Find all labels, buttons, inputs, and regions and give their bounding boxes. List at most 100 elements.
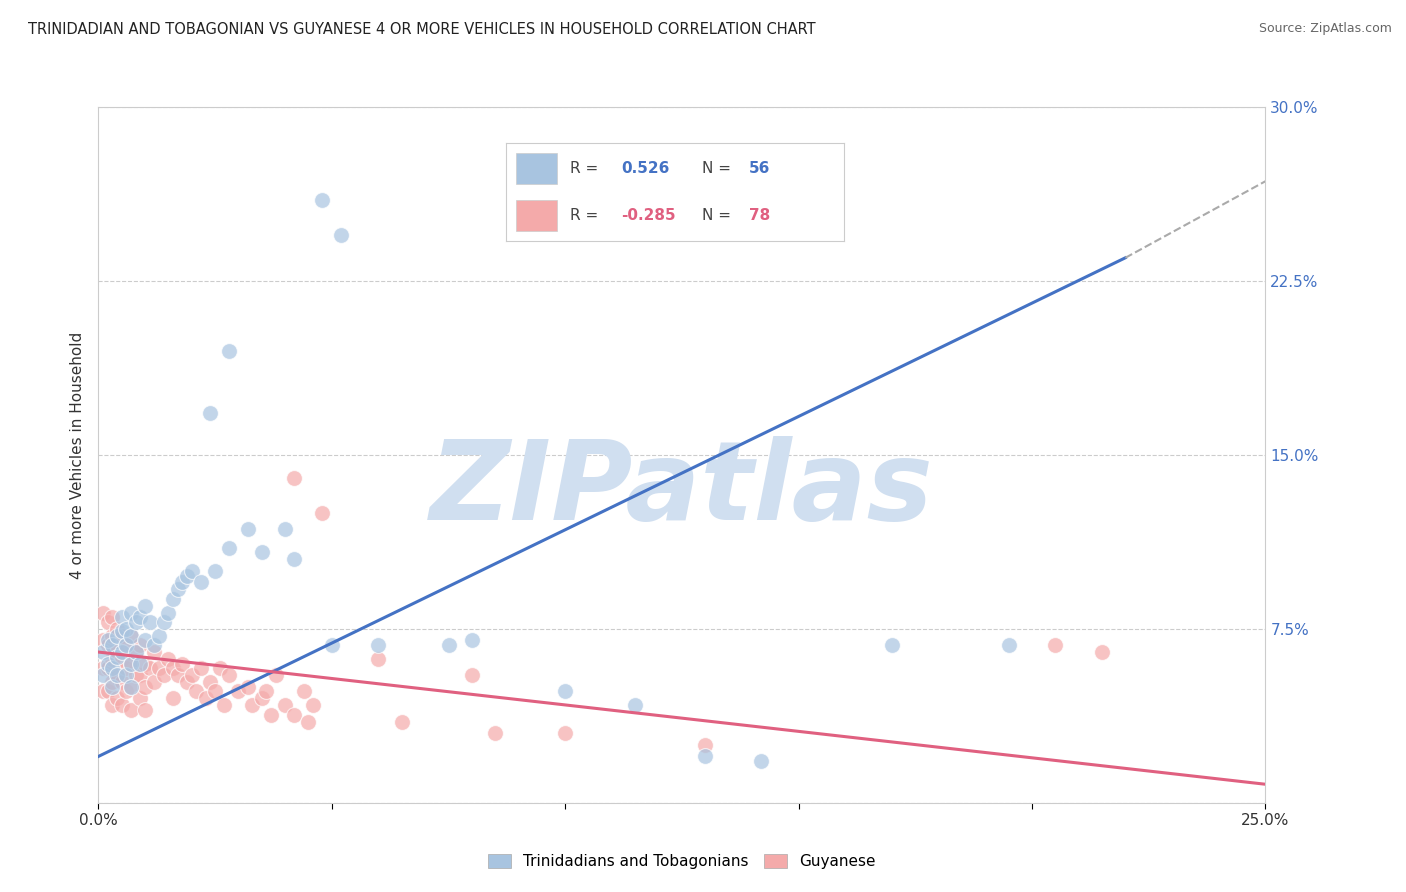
Point	[695, 738, 717, 752]
Text: N =: N =	[702, 161, 735, 176]
Point	[143, 638, 166, 652]
Point	[152, 615, 174, 629]
Point	[111, 675, 134, 690]
Point	[111, 629, 134, 643]
Point	[134, 680, 156, 694]
Point	[97, 615, 120, 629]
Point	[162, 591, 184, 606]
Text: R =: R =	[571, 208, 603, 223]
Point	[218, 668, 240, 682]
Point	[111, 624, 134, 639]
Point	[749, 754, 772, 768]
Point	[134, 657, 156, 671]
Point	[134, 633, 156, 648]
Point	[125, 668, 148, 682]
Point	[134, 599, 156, 613]
Text: ZIPatlas: ZIPatlas	[430, 436, 934, 543]
Point	[101, 638, 124, 652]
Point	[297, 714, 319, 729]
Point	[111, 652, 134, 666]
Point	[120, 657, 142, 671]
Point	[115, 638, 138, 652]
Point	[143, 675, 166, 690]
Point	[105, 691, 128, 706]
Point	[302, 698, 325, 713]
Point	[176, 568, 198, 582]
Point	[236, 522, 259, 536]
Point	[91, 606, 114, 620]
Point	[162, 691, 184, 706]
Point	[218, 343, 240, 358]
Point	[554, 684, 576, 698]
Text: 0.526: 0.526	[621, 161, 669, 176]
Point	[997, 638, 1019, 652]
Point	[101, 675, 124, 690]
Point	[129, 638, 152, 652]
Point	[166, 582, 188, 597]
Point	[880, 638, 903, 652]
Point	[157, 652, 180, 666]
Point	[91, 684, 114, 698]
FancyBboxPatch shape	[516, 200, 557, 231]
Point	[461, 668, 484, 682]
Point	[236, 680, 259, 694]
Point	[311, 506, 333, 520]
Point	[120, 629, 142, 643]
FancyBboxPatch shape	[516, 153, 557, 184]
Point	[125, 645, 148, 659]
Point	[260, 707, 283, 722]
Point	[283, 471, 305, 485]
Point	[101, 661, 124, 675]
Point	[97, 661, 120, 675]
Point	[105, 645, 128, 659]
Point	[204, 564, 226, 578]
Point	[321, 638, 343, 652]
Point	[1091, 645, 1114, 659]
Point	[190, 661, 212, 675]
Legend: Trinidadians and Tobagonians, Guyanese: Trinidadians and Tobagonians, Guyanese	[482, 848, 882, 875]
Point	[105, 629, 128, 643]
Point	[218, 541, 240, 555]
Point	[484, 726, 506, 740]
Point	[214, 698, 236, 713]
Point	[200, 675, 222, 690]
Point	[157, 606, 180, 620]
Point	[250, 545, 273, 559]
Point	[120, 680, 142, 694]
Point	[256, 684, 278, 698]
Point	[129, 668, 152, 682]
Point	[120, 657, 142, 671]
Point	[162, 661, 184, 675]
Text: 56: 56	[749, 161, 770, 176]
Point	[105, 649, 128, 664]
Point	[391, 714, 413, 729]
Point	[292, 684, 315, 698]
Point	[148, 629, 170, 643]
Text: TRINIDADIAN AND TOBAGONIAN VS GUYANESE 4 OR MORE VEHICLES IN HOUSEHOLD CORRELATI: TRINIDADIAN AND TOBAGONIAN VS GUYANESE 4…	[28, 22, 815, 37]
Point	[91, 645, 114, 659]
Point	[105, 622, 128, 636]
Point	[125, 645, 148, 659]
Point	[461, 633, 484, 648]
Point	[264, 668, 287, 682]
Text: N =: N =	[702, 208, 735, 223]
Text: 78: 78	[749, 208, 770, 223]
Point	[186, 684, 208, 698]
Point	[367, 638, 389, 652]
Point	[111, 610, 134, 624]
Point	[190, 575, 212, 590]
Point	[120, 629, 142, 643]
Point	[204, 684, 226, 698]
Point	[120, 680, 142, 694]
Point	[101, 610, 124, 624]
Point	[166, 668, 188, 682]
Point	[242, 698, 264, 713]
Point	[152, 668, 174, 682]
Point	[283, 707, 305, 722]
Point	[129, 610, 152, 624]
Point	[97, 657, 120, 671]
Point	[120, 606, 142, 620]
Point	[91, 633, 114, 648]
Point	[180, 564, 202, 578]
Point	[91, 668, 114, 682]
